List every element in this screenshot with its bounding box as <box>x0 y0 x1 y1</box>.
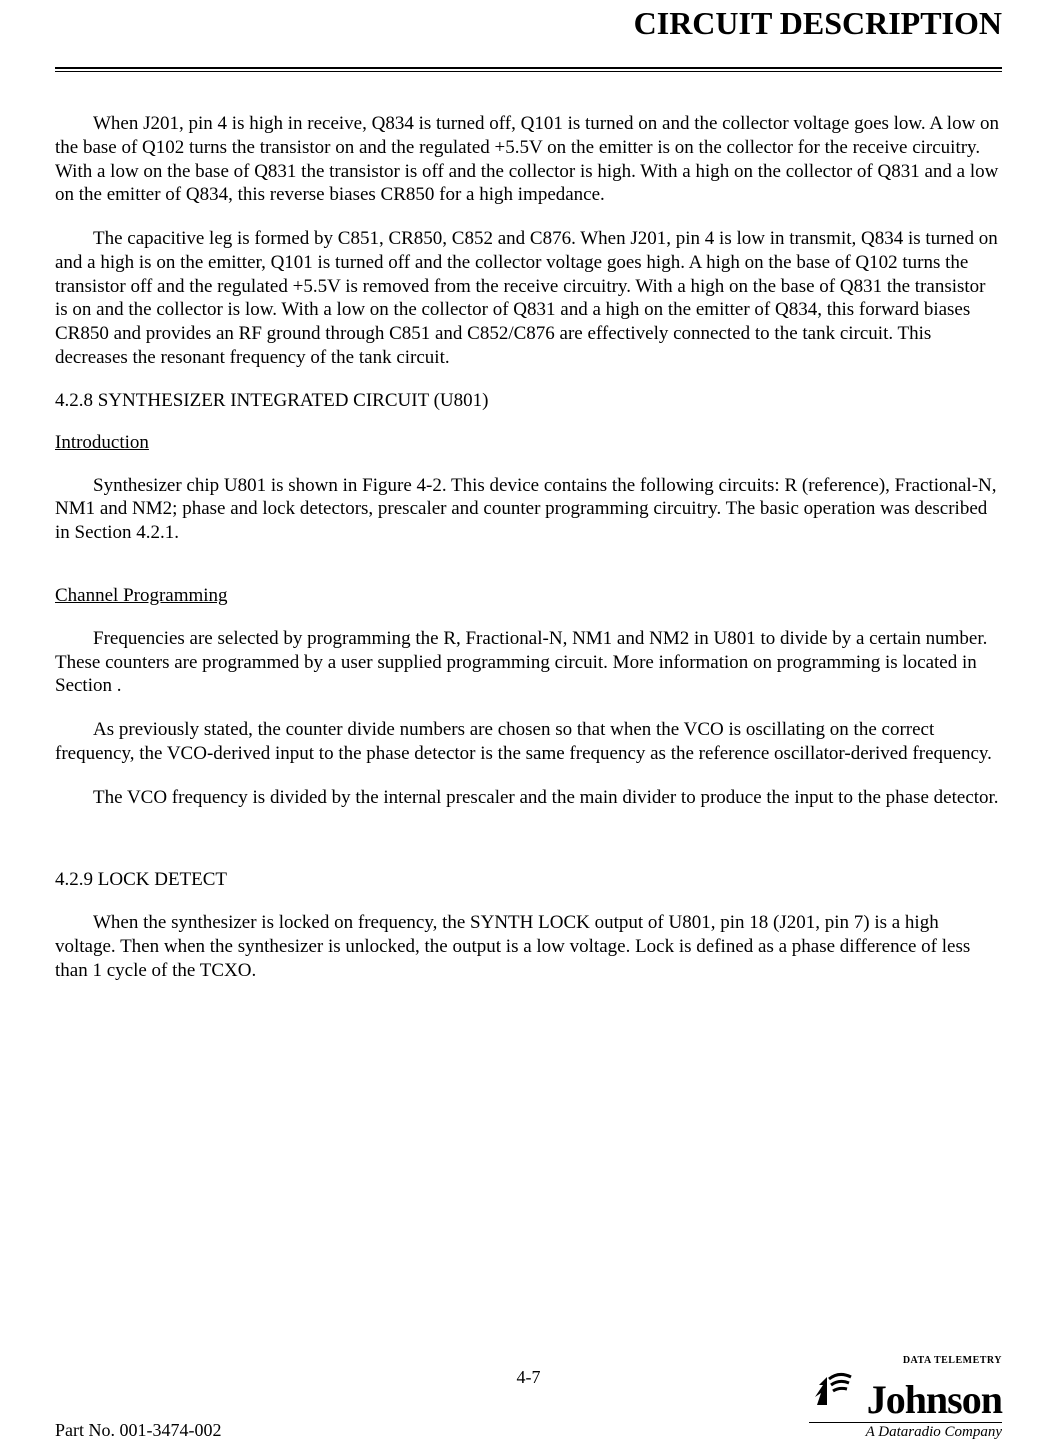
section-428-para-2: Frequencies are selected by programming … <box>55 627 1002 698</box>
section-428-sub-channel-programming: Channel Programming <box>55 585 1002 607</box>
section-429-heading: 4.2.9 LOCK DETECT <box>55 869 1002 891</box>
header-rule-thick <box>55 67 1002 69</box>
header-rule-thin <box>55 71 1002 72</box>
section-429-para-1: When the synthesizer is locked on freque… <box>55 911 1002 982</box>
company-logo: DATA TELEMETRY Johnson A Dataradio Compa… <box>809 1355 1002 1441</box>
logo-tagline: A Dataradio Company <box>809 1422 1002 1441</box>
section-428-para-4: The VCO frequency is divided by the inte… <box>55 786 1002 810</box>
logo-telemetry-text: DATA TELEMETRY <box>867 1355 1002 1366</box>
part-number: Part No. 001-3474-002 <box>55 1420 221 1441</box>
paragraph-2: The capacitive leg is formed by C851, CR… <box>55 227 1002 370</box>
paragraph-1: When J201, pin 4 is high in receive, Q83… <box>55 112 1002 207</box>
section-428-heading: 4.2.8 SYNTHESIZER INTEGRATED CIRCUIT (U8… <box>55 390 1002 412</box>
logo-main-row: DATA TELEMETRY Johnson <box>809 1355 1002 1420</box>
section-428-para-1: Synthesizer chip U801 is shown in Figure… <box>55 474 1002 545</box>
footer: Part No. 001-3474-002 DATA TELEMETRY Joh… <box>55 1355 1002 1441</box>
logo-company-name: Johnson <box>867 1380 1002 1420</box>
page-title: CIRCUIT DESCRIPTION <box>55 0 1002 67</box>
page-container: CIRCUIT DESCRIPTION When J201, pin 4 is … <box>0 0 1057 1456</box>
section-428-sub-introduction: Introduction <box>55 432 1002 454</box>
logo-text-stack: DATA TELEMETRY Johnson <box>867 1355 1002 1420</box>
section-428-para-3: As previously stated, the counter divide… <box>55 718 1002 766</box>
lightning-antenna-icon <box>809 1369 861 1407</box>
